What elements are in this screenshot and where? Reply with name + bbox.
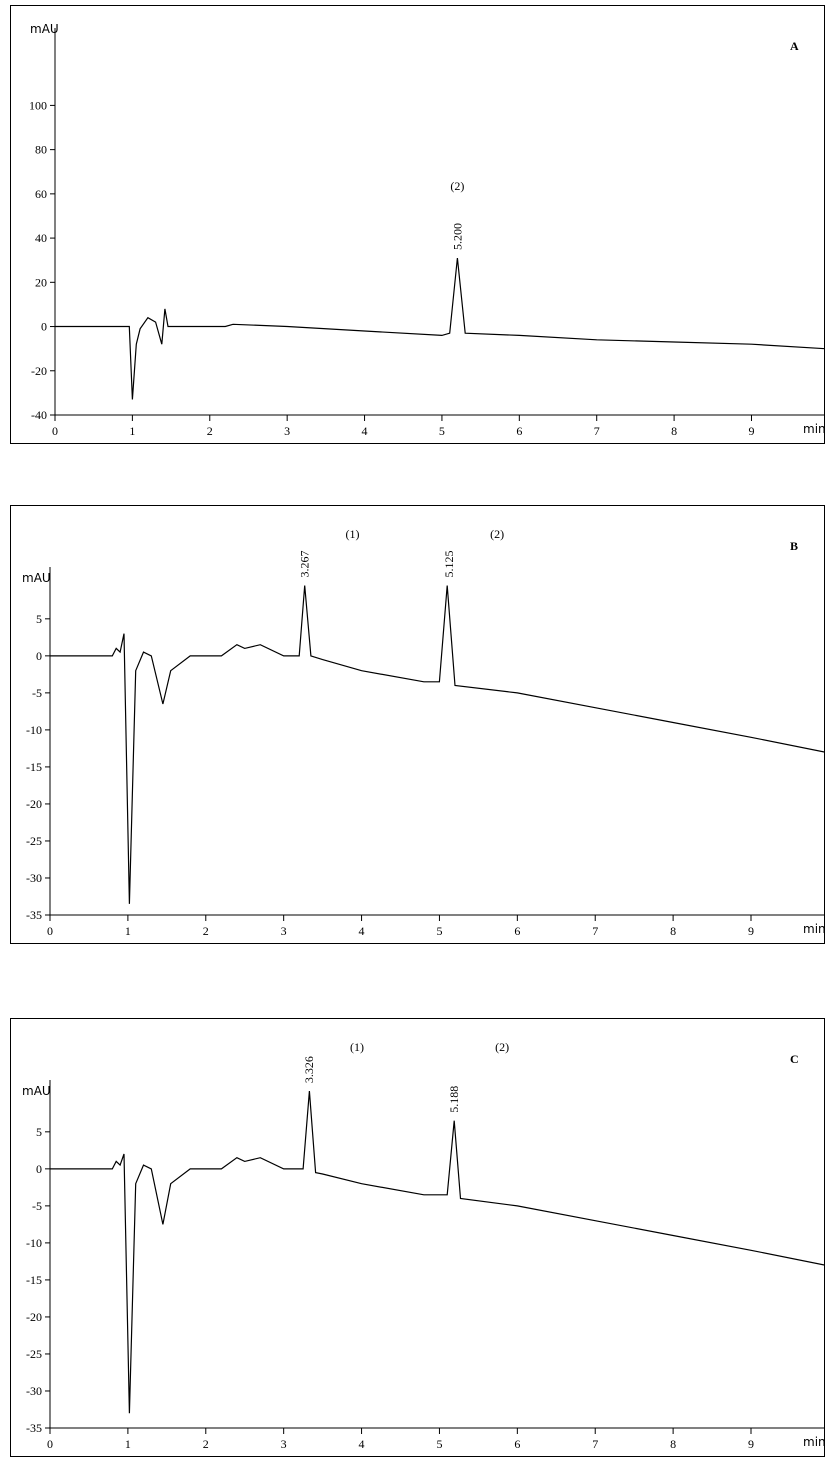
y-tick-label: -20 bbox=[31, 364, 47, 378]
peak-label: 5.200 bbox=[450, 223, 464, 250]
compound-label: (1) bbox=[350, 1040, 364, 1054]
x-tick-label: 6 bbox=[516, 424, 522, 438]
y-tick-label: -5 bbox=[32, 1199, 42, 1213]
trace bbox=[50, 585, 825, 904]
y-tick-label: 5 bbox=[36, 1125, 42, 1139]
x-tick-label: 8 bbox=[670, 924, 676, 938]
x-tick-label: 7 bbox=[592, 924, 598, 938]
y-tick-label: -20 bbox=[26, 1310, 42, 1324]
panel-frame bbox=[10, 5, 825, 444]
compound-label: (2) bbox=[450, 179, 464, 193]
x-axis-label: min bbox=[803, 922, 825, 936]
panel-letter: B bbox=[790, 539, 798, 553]
x-tick-label: 3 bbox=[284, 424, 290, 438]
peak-label: 3.267 bbox=[297, 551, 311, 578]
y-tick-label: -5 bbox=[32, 686, 42, 700]
x-tick-label: 6 bbox=[514, 924, 520, 938]
x-tick-label: 2 bbox=[203, 924, 209, 938]
x-tick-label: 1 bbox=[125, 1437, 131, 1451]
x-tick-label: 2 bbox=[203, 1437, 209, 1451]
x-tick-label: 8 bbox=[670, 1437, 676, 1451]
x-tick-label: 1 bbox=[125, 924, 131, 938]
peak-label: 5.125 bbox=[442, 551, 456, 578]
y-tick-label: -30 bbox=[26, 1384, 42, 1398]
x-tick-label: 7 bbox=[592, 1437, 598, 1451]
y-tick-label: -40 bbox=[31, 408, 47, 422]
panel-letter: C bbox=[790, 1052, 799, 1066]
x-tick-label: 0 bbox=[52, 424, 58, 438]
y-tick-label: 80 bbox=[35, 143, 47, 157]
y-tick-label: -25 bbox=[26, 1347, 42, 1361]
x-tick-label: 5 bbox=[439, 424, 445, 438]
x-tick-label: 9 bbox=[748, 1437, 754, 1451]
y-tick-label: -10 bbox=[26, 1236, 42, 1250]
y-tick-label: 20 bbox=[35, 275, 47, 289]
panel-frame bbox=[10, 1018, 825, 1457]
x-axis-label: min bbox=[803, 1435, 825, 1449]
compound-label: (2) bbox=[490, 527, 504, 541]
y-tick-label: 60 bbox=[35, 187, 47, 201]
y-tick-label: 5 bbox=[36, 612, 42, 626]
x-tick-label: 4 bbox=[359, 1437, 365, 1451]
x-tick-label: 1 bbox=[129, 424, 135, 438]
x-tick-label: 5 bbox=[436, 1437, 442, 1451]
compound-label: (1) bbox=[345, 527, 359, 541]
y-axis-label: mAU bbox=[22, 1084, 51, 1098]
y-tick-label: -20 bbox=[26, 797, 42, 811]
y-tick-label: 40 bbox=[35, 231, 47, 245]
x-tick-label: 2 bbox=[207, 424, 213, 438]
trace bbox=[50, 1091, 825, 1414]
panel-frame bbox=[10, 505, 825, 944]
peak-label: 3.326 bbox=[302, 1056, 316, 1083]
y-tick-label: 0 bbox=[36, 1162, 42, 1176]
trace bbox=[55, 257, 825, 400]
y-tick-label: 0 bbox=[41, 320, 47, 334]
y-tick-label: -35 bbox=[26, 1421, 42, 1435]
y-tick-label: -25 bbox=[26, 834, 42, 848]
x-tick-label: 4 bbox=[359, 924, 365, 938]
x-tick-label: 6 bbox=[514, 1437, 520, 1451]
x-tick-label: 0 bbox=[47, 924, 53, 938]
y-tick-label: -10 bbox=[26, 723, 42, 737]
y-axis-label: mAU bbox=[30, 22, 59, 36]
x-tick-label: 9 bbox=[748, 924, 754, 938]
x-tick-label: 8 bbox=[671, 424, 677, 438]
y-tick-label: -15 bbox=[26, 1273, 42, 1287]
x-tick-label: 5 bbox=[436, 924, 442, 938]
compound-label: (2) bbox=[495, 1040, 509, 1054]
y-tick-label: 0 bbox=[36, 649, 42, 663]
y-tick-label: -15 bbox=[26, 760, 42, 774]
panel-letter: A bbox=[790, 39, 799, 53]
x-tick-label: 4 bbox=[362, 424, 368, 438]
x-tick-label: 3 bbox=[281, 924, 287, 938]
x-tick-label: 9 bbox=[748, 424, 754, 438]
y-tick-label: -35 bbox=[26, 908, 42, 922]
y-tick-label: -30 bbox=[26, 871, 42, 885]
peak-label: 5.188 bbox=[447, 1086, 461, 1113]
y-axis-label: mAU bbox=[22, 571, 51, 585]
x-tick-label: 7 bbox=[594, 424, 600, 438]
x-tick-label: 3 bbox=[281, 1437, 287, 1451]
x-tick-label: 0 bbox=[47, 1437, 53, 1451]
x-axis-label: min bbox=[803, 422, 825, 436]
y-tick-label: 100 bbox=[29, 98, 47, 112]
